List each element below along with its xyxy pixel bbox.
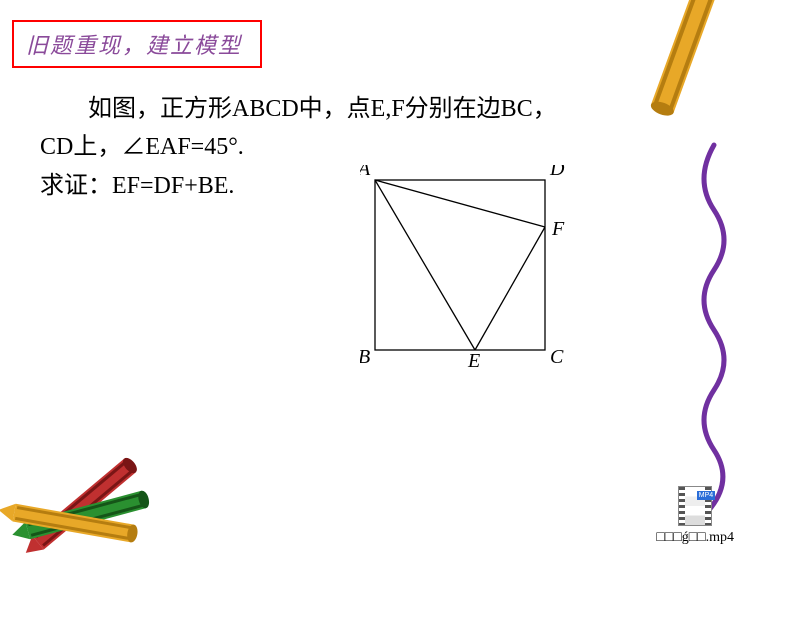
svg-text:C: C bbox=[550, 346, 564, 368]
squiggle-decoration bbox=[684, 140, 744, 520]
svg-text:B: B bbox=[360, 346, 370, 368]
mp4-file-icon[interactable]: MP4 □□□ǵ□□.mp4 bbox=[656, 486, 734, 546]
title-text: 旧题重现，建立模型 bbox=[26, 33, 242, 58]
svg-text:E: E bbox=[467, 350, 480, 372]
svg-text:D: D bbox=[549, 165, 565, 180]
title-box: 旧题重现，建立模型 bbox=[12, 20, 262, 68]
mp4-filename: □□□ǵ□□.mp4 bbox=[656, 530, 734, 546]
geometry-diagram: A D B C E F bbox=[360, 165, 580, 375]
problem-line-1: 如图，正方形ABCD中，点E,F分别在边BC， bbox=[40, 90, 600, 128]
mp4-thumbnail: MP4 bbox=[678, 486, 712, 526]
problem-line-2: CD上，∠EAF=45°. bbox=[40, 128, 600, 166]
svg-text:F: F bbox=[551, 218, 565, 240]
crayons-bottom-left-icon bbox=[0, 426, 240, 626]
svg-text:A: A bbox=[360, 165, 371, 180]
crayon-top-right-icon bbox=[625, 0, 764, 155]
